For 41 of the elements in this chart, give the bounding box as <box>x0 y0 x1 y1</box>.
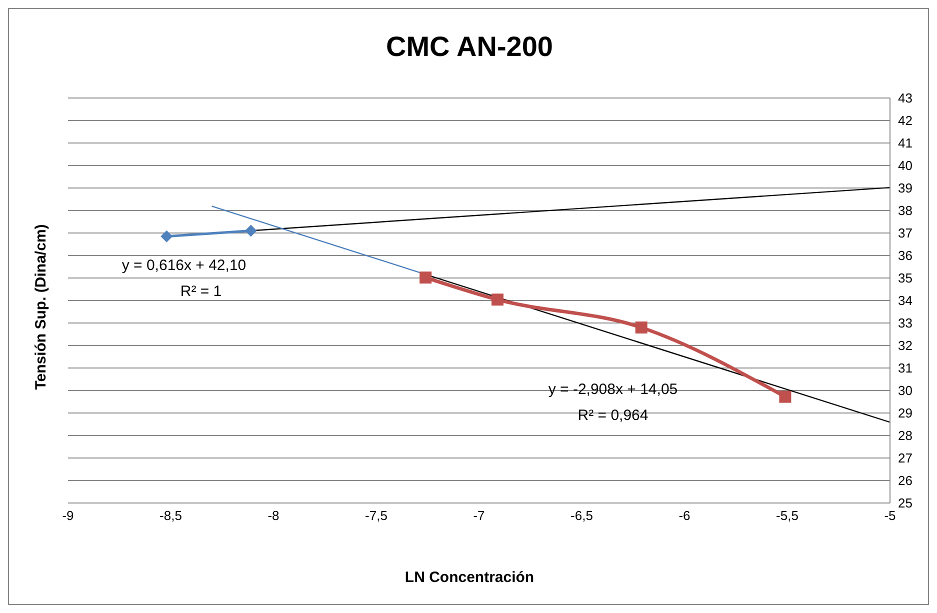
annotation: y = -2,908x + 14,05 <box>548 381 678 398</box>
y-tick-label: 34 <box>898 293 912 308</box>
annotation: R² = 1 <box>180 283 222 300</box>
x-tick-label: -7 <box>473 508 485 524</box>
point <box>491 294 504 306</box>
y-tick-label: 25 <box>898 496 912 511</box>
y-tick-label: 33 <box>898 316 912 331</box>
x-tick-label: -6,5 <box>570 508 593 524</box>
y-tick-label: 30 <box>898 383 912 398</box>
x-tick-label: -6 <box>678 508 690 524</box>
y-axis-title: Tensión Sup. (Dina/cm) <box>32 224 50 390</box>
y-tick-label: 43 <box>898 90 912 106</box>
point <box>160 230 173 242</box>
chart-title: CMC AN-200 <box>385 31 554 63</box>
y-tick-label: 40 <box>898 158 912 174</box>
x-tick-label: -5,5 <box>776 508 798 524</box>
point <box>635 322 648 334</box>
y-tick-label: 28 <box>898 428 912 444</box>
annotation: R² = 0,964 <box>578 407 648 424</box>
y-tick-label: 37 <box>898 226 912 241</box>
y-tick-label: 35 <box>898 270 912 286</box>
point <box>779 390 792 403</box>
y-tick-label: 39 <box>898 180 912 196</box>
y-tick-label: 29 <box>898 406 912 421</box>
annotation: y = 0,616x + 42,10 <box>122 257 246 274</box>
y-tick-label: 42 <box>898 113 912 128</box>
x-tick-label: -8 <box>268 508 280 524</box>
y-tick-label: 31 <box>898 360 912 376</box>
x-axis-title: LN Concentración <box>404 569 536 586</box>
y-tick-label: 38 <box>898 203 912 218</box>
y-tick-label: 27 <box>898 450 912 466</box>
x-tick-label: -9 <box>62 508 74 524</box>
y-tick-label: 32 <box>898 338 912 354</box>
point <box>244 224 257 237</box>
x-tick-label: -7,5 <box>365 508 388 524</box>
y-tick-label: 41 <box>898 136 912 151</box>
x-tick-label: -5 <box>884 508 896 524</box>
x-tick-label: -8,5 <box>160 508 182 524</box>
y-tick-label: 36 <box>898 248 912 264</box>
y-tick-label: 26 <box>898 473 912 488</box>
point <box>420 272 432 284</box>
